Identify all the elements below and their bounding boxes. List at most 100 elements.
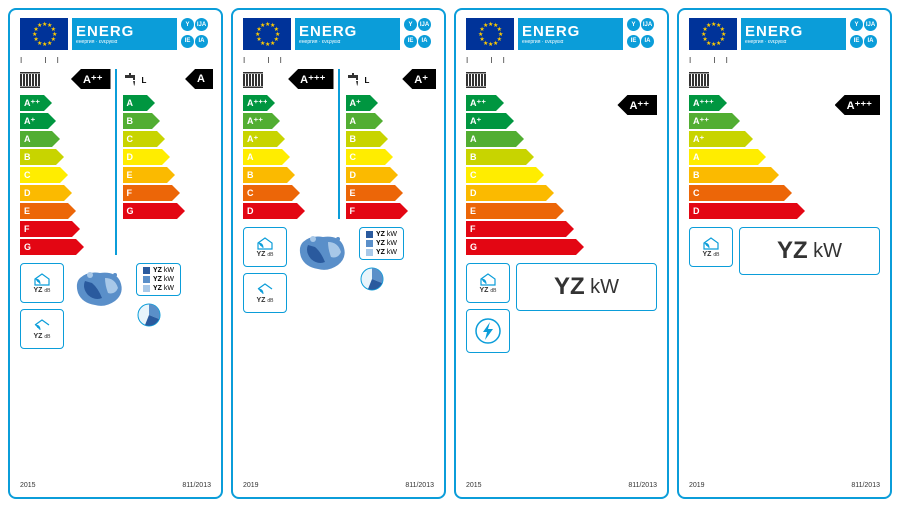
efficiency-bar-B: B bbox=[243, 167, 287, 183]
radiator-icon bbox=[466, 72, 488, 88]
code-circle: IJA bbox=[864, 18, 877, 31]
efficiency-bar-C: C bbox=[466, 167, 536, 183]
efficiency-bar-E: E bbox=[466, 203, 556, 219]
indoor-sound-box: YZ dB bbox=[20, 263, 64, 303]
efficiency-bar-E: E bbox=[20, 203, 68, 219]
code-circle: Y bbox=[627, 18, 640, 31]
energ-title: ENERG bbox=[299, 24, 396, 39]
sound-value: YZ dB bbox=[256, 251, 273, 258]
kw-value: YZ bbox=[777, 237, 808, 265]
efficiency-bar-A_p: A⁺ bbox=[346, 95, 370, 111]
sound-value: YZ dB bbox=[33, 333, 50, 340]
efficiency-bar-A: A bbox=[243, 149, 282, 165]
kw-legend: YZ kWYZ kWYZ kW bbox=[136, 263, 181, 296]
label-footer: 2019811/2013 bbox=[689, 478, 880, 489]
kw-legend: YZ kW YZ kW YZ kW bbox=[359, 227, 404, 260]
map-icon bbox=[70, 263, 130, 313]
electricity-icon bbox=[466, 309, 510, 353]
model-row: I II bbox=[243, 56, 434, 65]
sound-icon bbox=[32, 272, 52, 286]
efficiency-bar-D: D bbox=[466, 185, 546, 201]
efficiency-bar-A_p: A⁺ bbox=[243, 131, 277, 147]
efficiency-bars: A⁺ABCDEF bbox=[346, 95, 435, 219]
efficiency-bar-A: A bbox=[466, 131, 516, 147]
efficiency-bar-A: A bbox=[346, 113, 375, 129]
efficiency-bar-D: D bbox=[346, 167, 390, 183]
outdoor-sound-box: YZ dB bbox=[20, 309, 64, 349]
efficiency-bar-A_ppp: A⁺⁺⁺ bbox=[689, 95, 719, 111]
kw-row: YZ kW bbox=[366, 249, 397, 256]
kw-color-swatch bbox=[143, 285, 150, 292]
kw-unit: kW bbox=[813, 240, 842, 263]
kw-row: YZ kW bbox=[366, 240, 397, 247]
sound-value: YZ dB bbox=[479, 287, 496, 294]
efficiency-bars: A⁺⁺A⁺ABCDEFG bbox=[20, 95, 109, 255]
year: 2015 bbox=[20, 482, 36, 489]
radiator-icon bbox=[689, 72, 711, 88]
power-output: YZ kW bbox=[516, 263, 657, 311]
language-codes: YIJAIEIA bbox=[627, 18, 657, 50]
efficiency-bar-A_pp: A⁺⁺ bbox=[689, 113, 732, 129]
code-circle: IE bbox=[181, 35, 194, 48]
eu-flag-icon: ★★★★★★★★★★★★ bbox=[20, 18, 68, 50]
efficiency-bar-G: G bbox=[20, 239, 76, 255]
code-circle: Y bbox=[850, 18, 863, 31]
energ-title-box: ENERGенергия · ενεργεια bbox=[72, 18, 177, 50]
energy-label-4: ★★★★★★★★★★★★ENERGенергия · ενεργειαYIJAI… bbox=[677, 8, 892, 499]
kw-text: YZ kW bbox=[153, 267, 174, 274]
efficiency-bar-G: G bbox=[123, 203, 177, 219]
efficiency-bar-A: A bbox=[20, 131, 52, 147]
regulation: 811/2013 bbox=[851, 482, 880, 489]
energ-title: ENERG bbox=[522, 24, 619, 39]
sound-value: YZ dB bbox=[256, 297, 273, 304]
energ-subtitle: енергия · ενεργεια bbox=[299, 40, 396, 45]
efficiency-bar-F: F bbox=[346, 203, 400, 219]
label-footer: 2015811/2013 bbox=[466, 478, 657, 489]
energ-subtitle: енергия · ενεργεια bbox=[745, 40, 842, 45]
efficiency-bar-A: A bbox=[689, 149, 758, 165]
tap-icon bbox=[123, 73, 139, 87]
code-circle: IJA bbox=[195, 18, 208, 31]
sound-icon bbox=[478, 272, 498, 286]
efficiency-bar-A_ppp: A⁺⁺⁺ bbox=[243, 95, 267, 111]
kw-color-swatch bbox=[366, 240, 373, 247]
power-output: YZ kW bbox=[739, 227, 880, 275]
sound-icon bbox=[32, 318, 52, 332]
code-circle: Y bbox=[181, 18, 194, 31]
efficiency-bar-A_pp: A⁺⁺ bbox=[243, 113, 272, 129]
code-circle: IE bbox=[627, 35, 640, 48]
efficiency-bar-A: A bbox=[123, 95, 147, 111]
energ-title-box: ENERGенергия · ενεργεια bbox=[741, 18, 846, 50]
year: 2019 bbox=[243, 482, 259, 489]
efficiency-bar-D: D bbox=[123, 149, 162, 165]
kw-row: YZ kW bbox=[366, 231, 397, 238]
eu-flag-icon: ★★★★★★★★★★★★ bbox=[243, 18, 291, 50]
kw-color-swatch bbox=[143, 276, 150, 283]
energy-label-1: ★★★★★★★★★★★★ENERGенергия · ενεργειαYIJAI… bbox=[8, 8, 223, 499]
kw-row: YZ kW bbox=[143, 285, 174, 292]
efficiency-bars: A⁺⁺A⁺ABCDEFG bbox=[466, 95, 657, 255]
code-circle: IA bbox=[641, 35, 654, 48]
year: 2015 bbox=[466, 482, 482, 489]
radiator-icon bbox=[20, 72, 42, 88]
efficiency-bar-B: B bbox=[20, 149, 56, 165]
efficiency-bar-D: D bbox=[689, 203, 797, 219]
bottom-section: YZ dBYZ dBYZ kWYZ kWYZ kW bbox=[20, 263, 211, 349]
label-footer: 2015811/2013 bbox=[20, 478, 211, 489]
language-codes: YIJAIEIA bbox=[181, 18, 211, 50]
code-circle: IA bbox=[418, 35, 431, 48]
kw-unit: kW bbox=[590, 276, 619, 299]
sound-icon bbox=[701, 236, 721, 250]
energ-title: ENERG bbox=[745, 24, 842, 39]
efficiency-bar-C: C bbox=[689, 185, 784, 201]
sound-value: YZ dB bbox=[702, 251, 719, 258]
efficiency-bar-D: D bbox=[243, 203, 297, 219]
kw-text: YZ kW bbox=[376, 249, 397, 256]
efficiency-bar-G: G bbox=[466, 239, 576, 255]
sound-icon bbox=[255, 236, 275, 250]
kw-value: YZ bbox=[554, 273, 585, 301]
efficiency-bar-D: D bbox=[20, 185, 64, 201]
map-icon bbox=[293, 227, 353, 277]
sound-value: YZ dB bbox=[33, 287, 50, 294]
efficiency-bar-B: B bbox=[123, 113, 152, 129]
